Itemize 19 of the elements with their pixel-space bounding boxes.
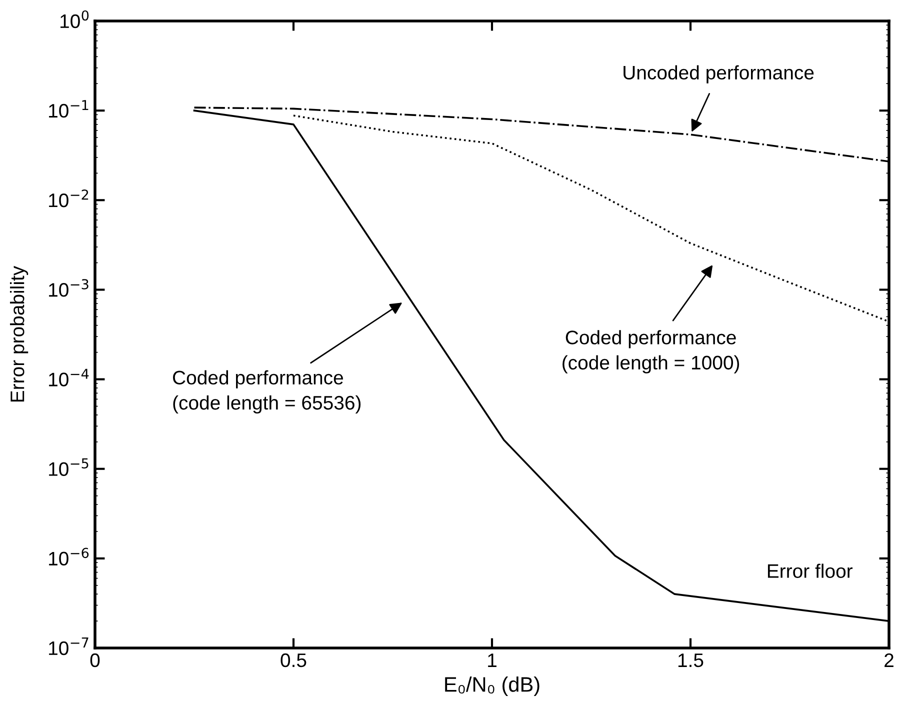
y-tick-label: 10$^{−5}$ bbox=[49, 458, 88, 476]
y-tick-label: 10$^{−2}$ bbox=[49, 189, 88, 208]
x-tick-label: 0.5 bbox=[280, 653, 306, 668]
y-tick-label: 10$^{−3}$ bbox=[49, 279, 88, 297]
annotation: Coded performance (code length = 65536) bbox=[173, 370, 361, 414]
x-axis-title: E₀/N₀ (dB) bbox=[445, 676, 540, 696]
x-tick-label: 0 bbox=[90, 653, 100, 668]
annotation: Uncoded performance bbox=[624, 65, 814, 84]
x-tick-label: 1.5 bbox=[678, 654, 704, 668]
y-tick-label: 10$^{−6}$ bbox=[49, 548, 89, 566]
y-axis-title: Error probability bbox=[10, 266, 28, 402]
y-tick-label: 10$^{−4}$ bbox=[49, 368, 89, 386]
y-tick-label: 10$^{0}$ bbox=[60, 10, 89, 28]
x-tick-label: 2 bbox=[884, 653, 894, 667]
annotation: Error floor bbox=[768, 564, 852, 578]
annotation: Coded performance (code length = 1000) bbox=[562, 330, 740, 374]
x-tick-label: 1 bbox=[488, 654, 496, 667]
y-tick-label: 10$^{−7}$ bbox=[49, 638, 88, 656]
y-tick-label: 10$^{−1}$ bbox=[49, 100, 88, 118]
